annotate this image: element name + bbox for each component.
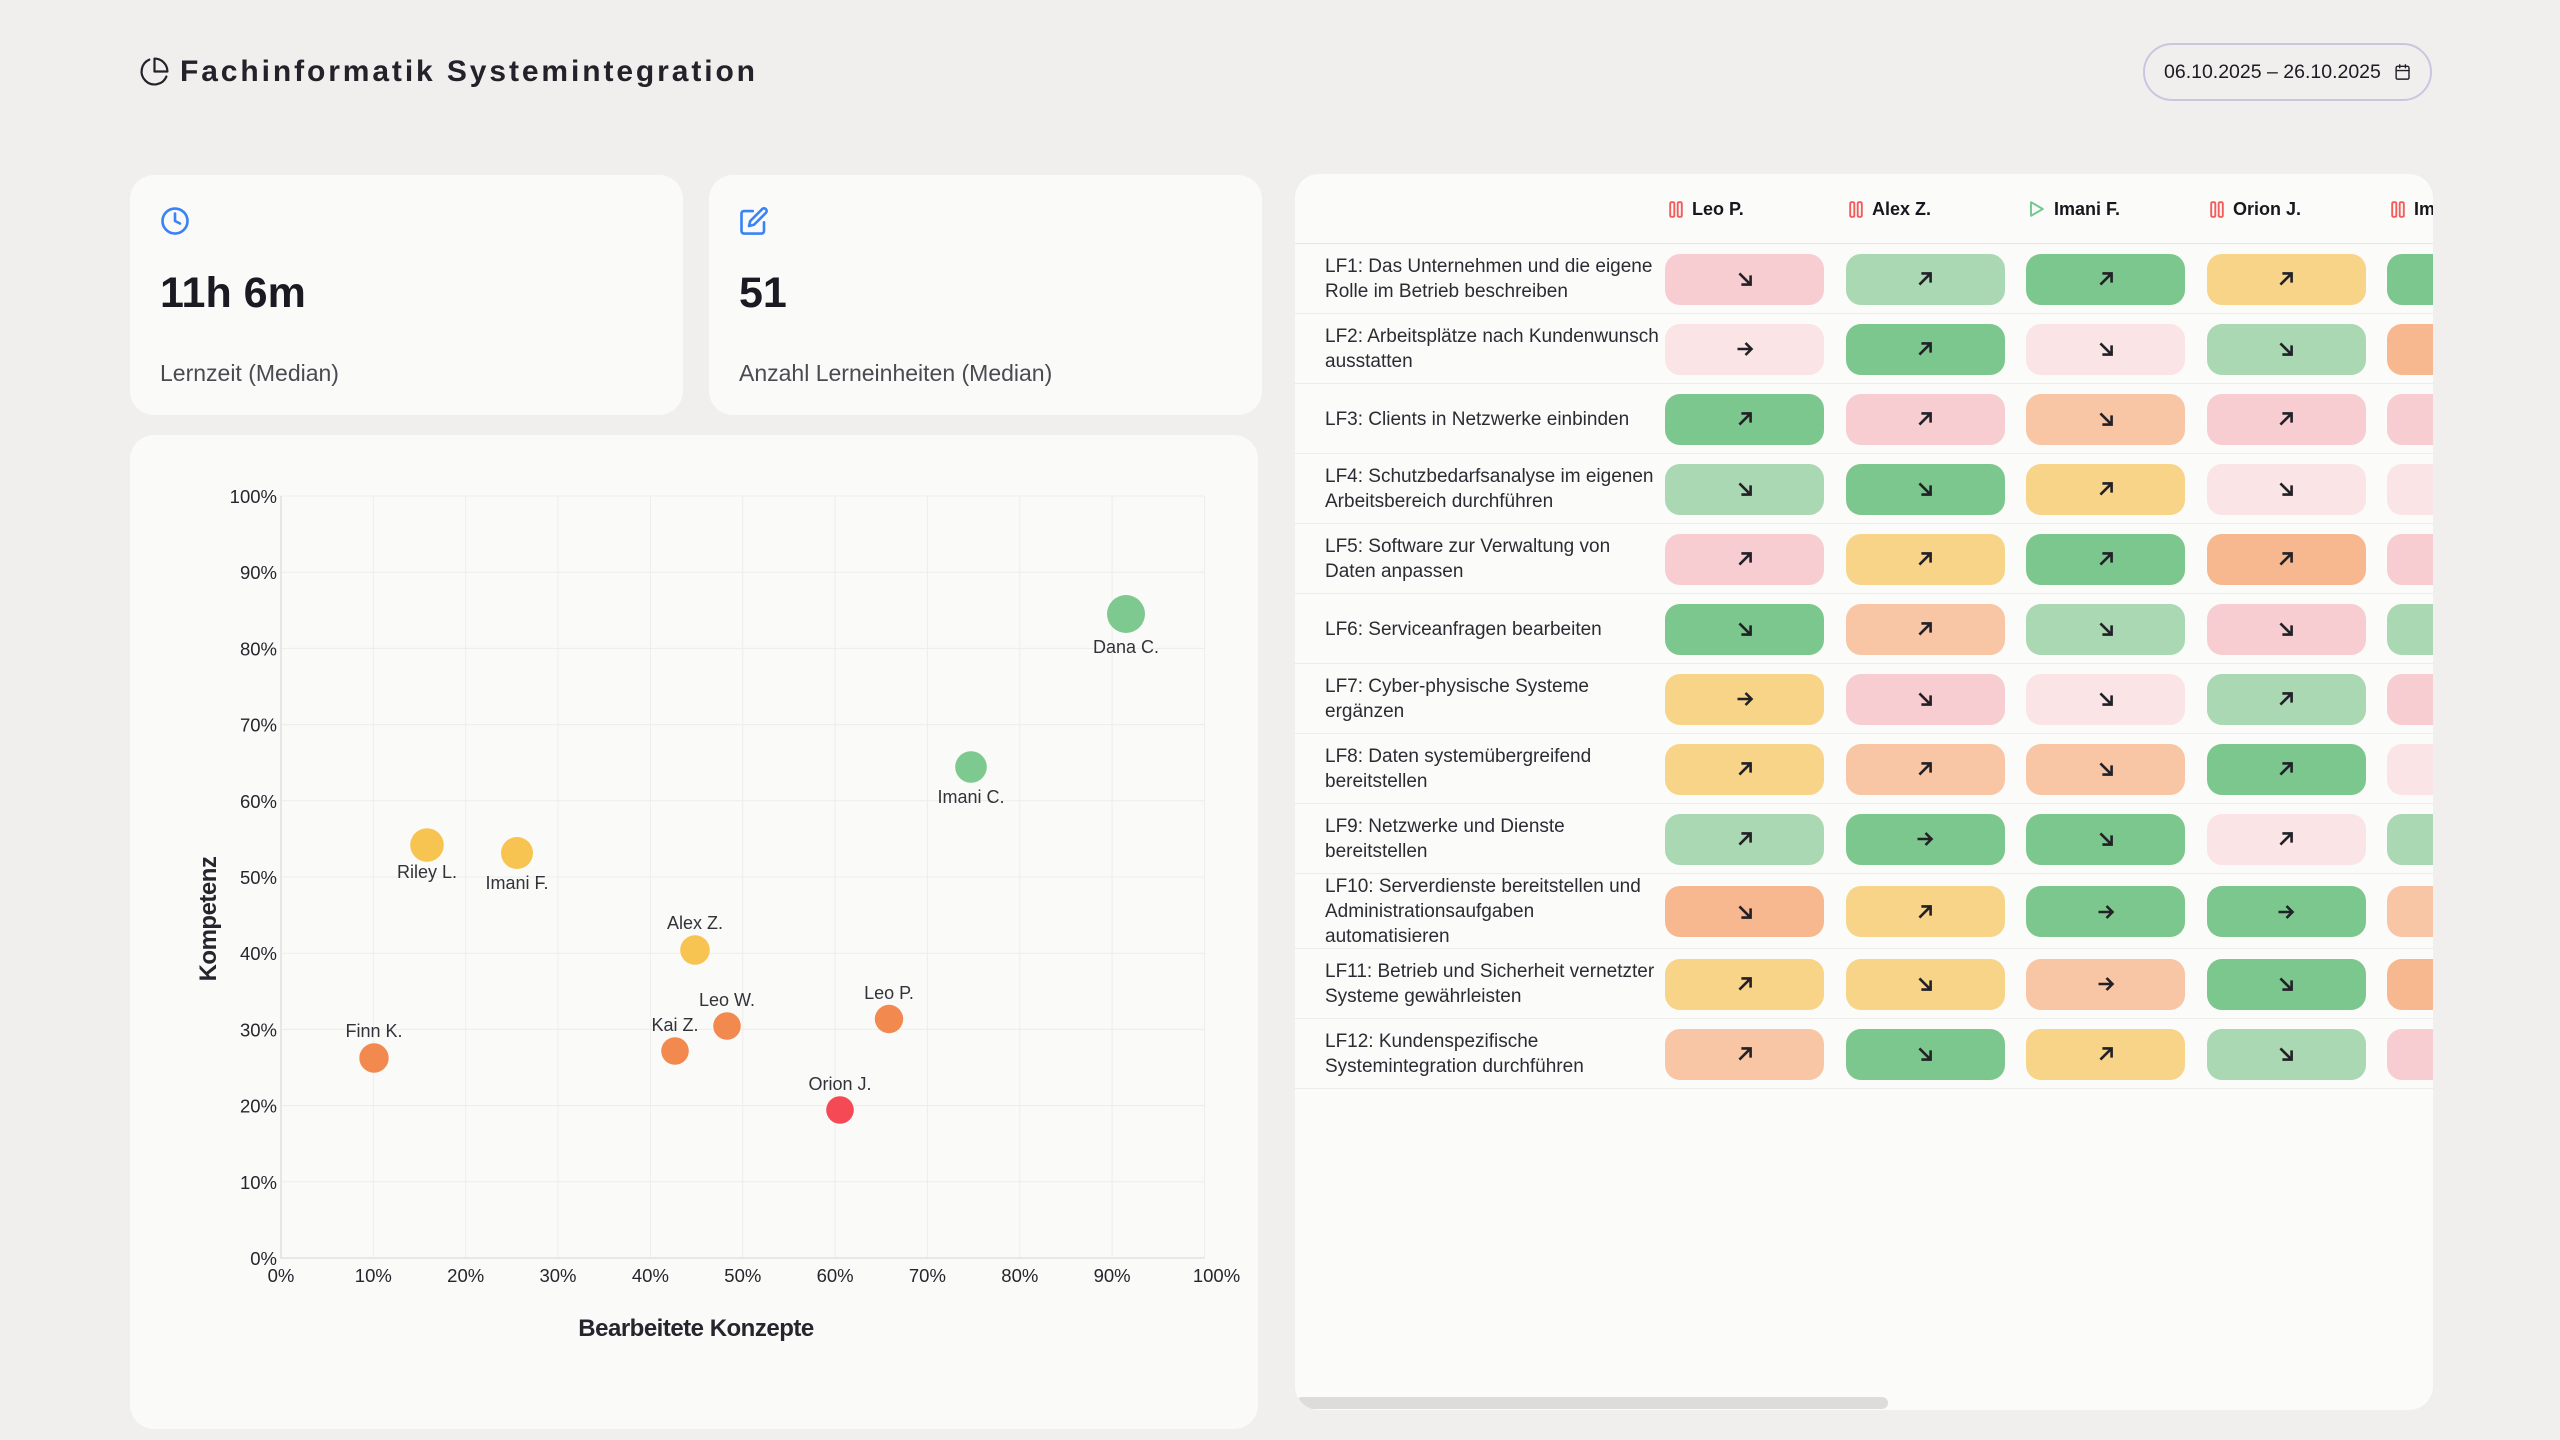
svg-text:Riley L.: Riley L.	[397, 862, 457, 882]
svg-text:Dana C.: Dana C.	[1093, 637, 1159, 657]
svg-text:80%: 80%	[1001, 1265, 1038, 1286]
svg-text:10%: 10%	[355, 1265, 392, 1286]
svg-text:20%: 20%	[447, 1265, 484, 1286]
svg-text:50%: 50%	[724, 1265, 761, 1286]
svg-text:80%: 80%	[240, 638, 277, 659]
svg-text:Kai Z.: Kai Z.	[651, 1015, 698, 1035]
svg-text:60%: 60%	[240, 791, 277, 812]
svg-text:30%: 30%	[539, 1265, 576, 1286]
svg-text:70%: 70%	[240, 715, 277, 736]
svg-text:30%: 30%	[240, 1019, 277, 1040]
svg-text:70%: 70%	[909, 1265, 946, 1286]
svg-text:0%: 0%	[250, 1248, 277, 1269]
svg-text:10%: 10%	[240, 1172, 277, 1193]
svg-text:90%: 90%	[1094, 1265, 1131, 1286]
svg-text:20%: 20%	[240, 1096, 277, 1117]
svg-text:60%: 60%	[817, 1265, 854, 1286]
svg-text:40%: 40%	[240, 943, 277, 964]
svg-text:Orion J.: Orion J.	[808, 1074, 871, 1094]
svg-text:Imani F.: Imani F.	[485, 873, 548, 893]
svg-text:100%: 100%	[230, 486, 277, 507]
svg-text:Bearbeitete Konzepte: Bearbeitete Konzepte	[578, 1315, 814, 1342]
svg-text:40%: 40%	[632, 1265, 669, 1286]
svg-text:0%: 0%	[268, 1265, 295, 1286]
svg-text:Alex Z.: Alex Z.	[667, 913, 723, 933]
svg-text:100%: 100%	[1193, 1265, 1240, 1286]
svg-text:Kompetenz: Kompetenz	[195, 856, 222, 981]
svg-text:Leo P.: Leo P.	[864, 983, 914, 1003]
svg-text:Finn K.: Finn K.	[345, 1021, 402, 1041]
svg-text:Leo W.: Leo W.	[699, 990, 755, 1010]
svg-text:90%: 90%	[240, 562, 277, 583]
svg-text:Imani C.: Imani C.	[937, 787, 1004, 807]
svg-text:50%: 50%	[240, 867, 277, 888]
